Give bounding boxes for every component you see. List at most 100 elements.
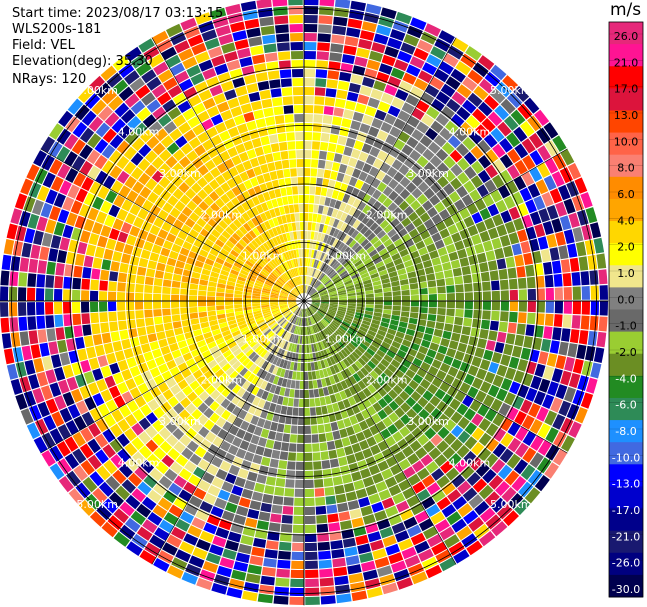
radar-gate: [387, 228, 397, 238]
radar-gate: [473, 309, 482, 319]
radar-gate: [130, 510, 146, 526]
radar-gate: [239, 367, 248, 377]
radar-gate: [448, 251, 459, 261]
radar-gate: [345, 332, 354, 340]
radar-gate: [256, 474, 267, 484]
radar-gate: [220, 193, 231, 204]
radar-gate: [244, 18, 260, 30]
radar-gate: [269, 354, 276, 364]
radar-gate: [297, 353, 302, 362]
radar-gate: [552, 135, 567, 152]
radar-gate: [289, 434, 297, 443]
radar-gate: [504, 392, 516, 406]
radar-gate: [82, 324, 92, 336]
radar-gate: [529, 167, 543, 182]
radar-gate: [377, 329, 387, 337]
radar-gate: [304, 159, 311, 168]
radar-gate: [297, 425, 304, 434]
radar-gate: [235, 242, 245, 251]
radar-gate: [36, 371, 49, 387]
radar-gate: [455, 301, 464, 309]
radar-gate: [537, 423, 551, 439]
radar-gate: [355, 160, 365, 171]
radar-gate: [63, 314, 73, 327]
radar-gate: [202, 139, 214, 151]
radar-gate: [288, 280, 294, 288]
radar-gate: [479, 230, 491, 243]
radar-gate: [226, 312, 235, 318]
radar-gate: [64, 151, 78, 167]
radar-gate: [347, 329, 356, 337]
radar-gate: [427, 207, 438, 218]
radar-gate: [496, 81, 512, 98]
radar-gate: [393, 171, 405, 183]
radar-gate: [215, 239, 225, 248]
radar-gate: [488, 361, 499, 374]
radar-gate: [306, 317, 310, 326]
radar-gate: [507, 437, 522, 453]
radar-gate: [117, 301, 126, 311]
radar-gate: [507, 493, 524, 509]
radar-gate: [411, 175, 423, 187]
radar-gate: [86, 149, 101, 165]
radar-gate: [251, 239, 260, 249]
radar-gate: [407, 323, 417, 331]
colorbar-swatch: [609, 66, 643, 89]
radar-gate: [296, 308, 301, 316]
radar-gate: [398, 131, 411, 143]
radar-gate: [273, 325, 281, 333]
radar-gate: [111, 118, 126, 133]
radar-gate: [393, 257, 403, 266]
radar-gate: [333, 107, 344, 117]
radar-gate: [124, 517, 141, 533]
radar-gate: [180, 313, 190, 321]
radar-gate: [294, 122, 304, 132]
radar-gate: [351, 517, 364, 528]
radar-gate: [364, 174, 375, 185]
radar-gate: [45, 315, 55, 329]
radar-gate: [304, 60, 316, 69]
radar-gate: [256, 277, 265, 284]
radar-gate: [221, 510, 235, 522]
radar-gate: [320, 350, 326, 359]
radar-gate: [188, 555, 205, 568]
radar-gate: [390, 233, 401, 243]
radar-gate: [347, 290, 356, 294]
radar-gate: [257, 358, 266, 368]
radar-gate: [193, 206, 204, 217]
radar-gate: [220, 80, 234, 92]
radar-gate: [373, 284, 382, 290]
radar-gate: [338, 296, 347, 299]
radar-gate: [465, 345, 476, 356]
radar-gate: [352, 337, 361, 345]
radar-gate: [325, 281, 333, 287]
radar-gate: [182, 108, 196, 121]
colorbar-tick-label: 17.0: [614, 83, 639, 96]
radar-gate: [188, 295, 198, 301]
radar-gate: [307, 362, 312, 371]
radar-gate: [499, 279, 509, 290]
radar-gate: [275, 577, 290, 587]
radar-gate: [249, 177, 259, 187]
radar-gate: [366, 208, 376, 218]
radar-gate: [17, 287, 27, 301]
radar-gate: [289, 159, 297, 168]
radar-gate: [184, 460, 197, 473]
radar-gate: [356, 262, 365, 270]
radar-gate: [87, 133, 102, 149]
radar-gate: [423, 236, 434, 246]
radar-gate: [441, 142, 455, 155]
radar-gate: [217, 278, 227, 285]
radar-gate: [288, 296, 297, 300]
radar-gate: [232, 77, 246, 88]
radar-gate: [334, 7, 349, 18]
radar-gate: [354, 56, 368, 67]
radar-gate: [400, 414, 412, 425]
radar-gate: [399, 508, 414, 521]
radar-gate: [161, 221, 172, 232]
radar-gate: [352, 198, 362, 209]
radar-gate: [288, 302, 297, 305]
radar-gate: [411, 162, 423, 175]
radar-gate: [108, 311, 117, 322]
radar-gate: [409, 440, 422, 452]
